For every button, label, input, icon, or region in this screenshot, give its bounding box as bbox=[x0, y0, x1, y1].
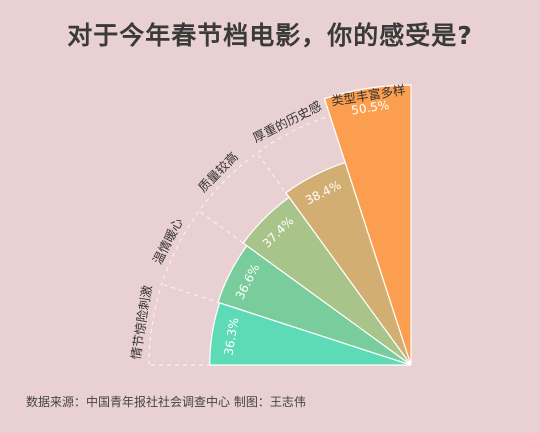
value-label-4: 50.5% bbox=[350, 98, 390, 118]
category-label-3: 厚重的历史感 bbox=[250, 98, 324, 145]
value-label-0: 36.3% bbox=[222, 317, 242, 357]
chart-bars bbox=[209, 84, 412, 366]
bar-4 bbox=[323, 84, 412, 366]
data-source: 数据来源：中国青年报社社会调查中心 制图：王志伟 bbox=[26, 395, 306, 409]
grid-arc bbox=[148, 102, 412, 366]
category-label-0: 情节惊险刺激 bbox=[128, 284, 155, 361]
chart-title: 对于今年春节档电影，你的感受是? bbox=[67, 21, 473, 50]
